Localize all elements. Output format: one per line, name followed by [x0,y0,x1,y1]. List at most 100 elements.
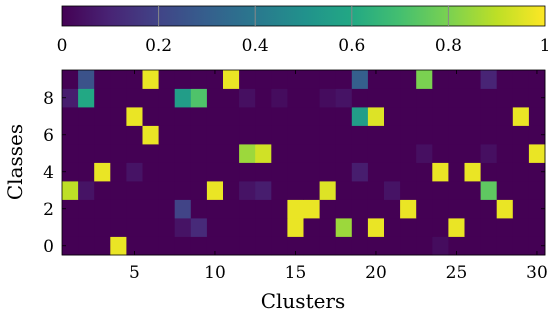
heatmap-cell [384,70,401,89]
heatmap-cell [158,162,176,182]
heatmap-cell [464,218,481,237]
heatmap-cell [142,236,159,256]
heatmap-cell [512,107,530,126]
heatmap-cell [239,107,256,126]
heatmap-cell [335,218,353,237]
heatmap-cell [190,236,208,256]
heatmap-cell [94,181,111,200]
heatmap-cell [206,125,224,145]
heatmap-cell [367,107,385,126]
heatmap-cell [110,125,127,145]
heatmap-cell [400,144,417,163]
heatmap-cell [367,218,385,237]
heatmap-cell [367,88,385,108]
heatmap-cell [94,144,111,163]
heatmap-cell [287,125,304,145]
heatmap-cell [255,144,272,163]
heatmap-cell [319,125,337,145]
heatmap-cell [367,162,385,182]
heatmap-cell [303,107,320,126]
heatmap-cell [480,181,498,200]
heatmap-cell [432,218,449,237]
heatmap-cell [255,70,272,89]
heatmap-cell [432,70,449,89]
heatmap-cell [351,236,369,256]
heatmap-cell [62,107,79,126]
heatmap-cell [239,162,256,182]
heatmap-cell [239,144,256,163]
heatmap-cell [432,88,449,108]
heatmap-cell [239,88,256,108]
heatmap-cell [239,199,256,219]
heatmap-cell [271,70,288,89]
heatmap-cell [303,125,320,145]
heatmap-cell [158,70,176,89]
heatmap-cell [255,181,272,200]
heatmap-cell [351,218,369,237]
heatmap-cell [62,236,79,256]
heatmap-cell [271,88,288,108]
heatmap-cell [78,199,95,219]
heatmap-cell [287,218,304,237]
heatmap-cell [174,181,192,200]
heatmap-cell [78,236,95,256]
heatmap-cell [239,236,256,256]
heatmap-cell [94,70,111,89]
heatmap-cell [384,107,401,126]
heatmap-cell [287,162,304,182]
heatmap-cell [464,236,481,256]
heatmap-cell [174,125,192,145]
heatmap-cell [78,144,95,163]
heatmap-cell [351,125,369,145]
heatmap-cell [78,88,95,108]
heatmap-cell [512,236,530,256]
heatmap-cell [126,144,143,163]
heatmap-cell [271,144,288,163]
heatmap-cell [206,181,224,200]
heatmap-cell [496,181,514,200]
y-tick-label: 0 [43,237,54,257]
heatmap-cell [384,236,401,256]
heatmap-cell [528,125,546,145]
heatmap-cell [480,236,498,256]
heatmap-cell [416,125,433,145]
heatmap-cell [110,144,127,163]
heatmap-cell [480,144,498,163]
heatmap-cell [416,144,433,163]
heatmap-cell [142,199,159,219]
heatmap-cell [174,162,192,182]
heatmap-cell [367,70,385,89]
heatmap-cell [367,199,385,219]
heatmap-cell [384,125,401,145]
heatmap-cell [287,107,304,126]
heatmap-cell [158,144,176,163]
heatmap-cell [448,218,465,237]
heatmap-cell [400,88,417,108]
heatmap-cell [416,88,433,108]
heatmap-cell [206,162,224,182]
heatmap-cell [480,88,498,108]
heatmap-cell [142,88,159,108]
heatmap-cell [400,236,417,256]
heatmap-cell [271,218,288,237]
heatmap-cell [351,88,369,108]
heatmap-cell [512,70,530,89]
heatmap-cell [400,125,417,145]
heatmap-cell [351,199,369,219]
heatmap-cell [335,88,353,108]
heatmap-cell [255,125,272,145]
heatmap-cell [62,125,79,145]
colorbar-tick-label: 1 [540,36,549,56]
y-tick-label: 2 [43,200,54,220]
heatmap-cell [239,125,256,145]
heatmap-cell [384,144,401,163]
heatmap-cell [206,199,224,219]
heatmap-cell [432,199,449,219]
heatmap-cell [206,236,224,256]
heatmap-cell [303,144,320,163]
heatmap-cell [335,199,353,219]
heatmap-cell [496,125,514,145]
heatmap-cell [367,236,385,256]
heatmap-cell [480,70,498,89]
heatmap-cell [94,107,111,126]
